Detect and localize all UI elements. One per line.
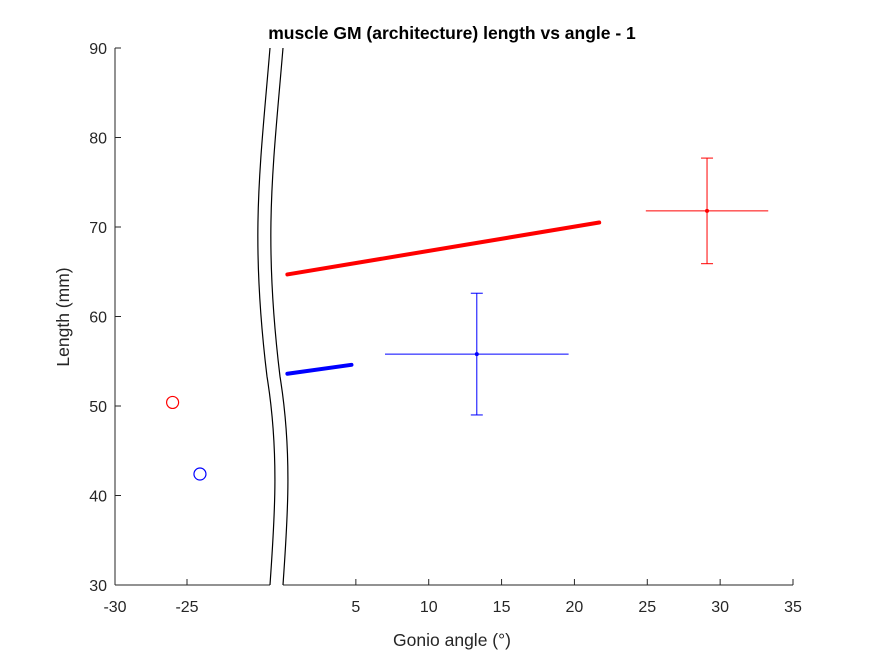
y-tick-label: 80 (89, 131, 107, 148)
trend-line (285, 220, 602, 277)
y-tick-label: 70 (89, 220, 107, 237)
plot-marks (166, 157, 769, 481)
x-tick-label: 35 (784, 599, 802, 616)
x-tick-label: 25 (638, 599, 656, 616)
trend-line (285, 362, 354, 376)
chart-title: muscle GM (architecture) length vs angle… (268, 23, 636, 43)
outlier-marker (166, 395, 180, 410)
axes: 30 40 50 60 70 80 90 -30 -25 5 10 15 20 25 30 35 (89, 41, 802, 616)
x-axis-label: Gonio angle (°) (393, 630, 511, 650)
x-tick-label: -25 (175, 599, 198, 616)
x-tick-label: 15 (493, 599, 511, 616)
x-tick-label: 10 (420, 599, 438, 616)
y-tick-label: 50 (89, 399, 107, 416)
x-tick-label: 30 (711, 599, 729, 616)
x-tick-label: 5 (351, 599, 360, 616)
mean-point (474, 352, 479, 357)
x-tick-label: 20 (566, 599, 584, 616)
mean-point (705, 208, 710, 213)
axis-break-left-curve (257, 47, 276, 586)
outlier-marker (193, 467, 207, 481)
y-tick-label: 40 (89, 489, 107, 506)
y-tick-label: 90 (89, 41, 107, 58)
x-tick-label: -30 (103, 599, 126, 616)
y-axis-label: Length (mm) (53, 267, 73, 366)
y-tick-label: 60 (89, 310, 107, 327)
axis-break-right-curve (270, 47, 289, 586)
y-tick-label: 30 (89, 578, 107, 595)
